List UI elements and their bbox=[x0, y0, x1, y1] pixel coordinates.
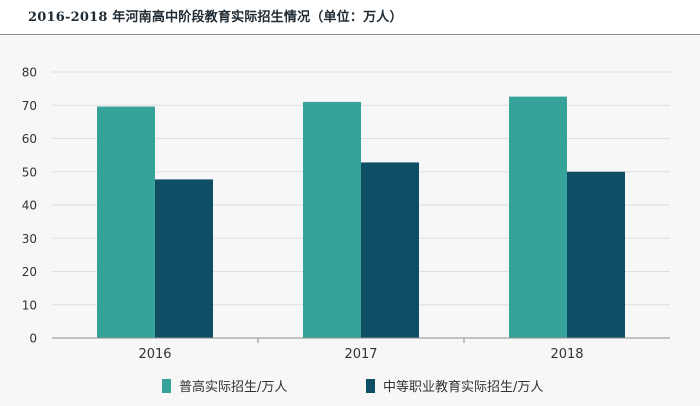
bar-2018-series-1 bbox=[509, 96, 567, 338]
y-tick-label-60: 60 bbox=[22, 132, 37, 146]
y-tick-label-10: 10 bbox=[22, 298, 37, 312]
legend-label-series-2: 中等职业教育实际招生/万人 bbox=[383, 380, 544, 395]
y-tick-label-50: 50 bbox=[22, 165, 37, 179]
x-tick-label-2016: 2016 bbox=[138, 347, 171, 362]
bars bbox=[97, 96, 625, 338]
y-tick-label-40: 40 bbox=[22, 199, 37, 213]
x-tick-label-2018: 2018 bbox=[550, 347, 583, 362]
x-tick-label-2017: 2017 bbox=[344, 347, 377, 362]
bar-2017-series-1 bbox=[303, 101, 361, 338]
x-axis bbox=[52, 337, 670, 343]
chart-title: 2016-2018 年河南高中阶段教育实际招生情况（单位：万人） bbox=[28, 10, 403, 25]
legend-item-series-1: 普高实际招生/万人 bbox=[162, 376, 287, 395]
y-tick-label-70: 70 bbox=[22, 99, 37, 113]
title-divider bbox=[0, 34, 700, 35]
bar-2016-series-1 bbox=[97, 106, 155, 338]
legend: 普高实际招生/万人 中等职业教育实际招生/万人 bbox=[0, 376, 700, 400]
bar-2017-series-2 bbox=[361, 162, 419, 338]
legend-swatch-series-2 bbox=[366, 378, 375, 393]
y-tick-label-80: 80 bbox=[22, 66, 37, 80]
y-tick-label-0: 0 bbox=[29, 332, 37, 346]
y-tick-label-20: 20 bbox=[22, 265, 37, 279]
legend-label-series-1: 普高实际招生/万人 bbox=[179, 380, 288, 395]
y-tick-label-30: 30 bbox=[22, 232, 37, 246]
legend-swatch-series-1 bbox=[162, 378, 171, 393]
bar-2016-series-2 bbox=[155, 179, 213, 338]
x-axis-ticks: 2016 2017 2018 bbox=[138, 347, 583, 362]
legend-item-series-2: 中等职业教育实际招生/万人 bbox=[366, 376, 543, 395]
y-axis-ticks: 0 10 20 30 40 50 60 70 80 bbox=[22, 66, 37, 346]
bar-2018-series-2 bbox=[567, 171, 625, 338]
